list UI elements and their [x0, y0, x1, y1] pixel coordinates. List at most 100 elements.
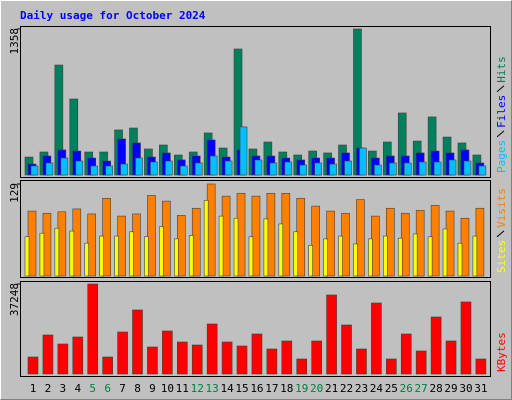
bar: [218, 215, 224, 277]
bar: [39, 232, 45, 277]
bar: [448, 159, 457, 176]
bar: [233, 217, 239, 277]
x-tick-label: 14: [220, 382, 234, 395]
bar: [24, 236, 30, 277]
bar: [311, 205, 320, 277]
bar: [165, 160, 173, 176]
bar: [415, 350, 427, 375]
bar: [475, 358, 487, 375]
bar: [135, 157, 143, 176]
legend-entry: Hits: [495, 56, 508, 83]
bar: [177, 341, 188, 375]
bar: [159, 226, 164, 277]
bar: [248, 236, 254, 277]
y-tick-label: 1358: [8, 28, 21, 55]
bar: [239, 126, 248, 176]
bar: [326, 294, 337, 375]
bar: [460, 301, 472, 375]
bar: [45, 162, 54, 176]
x-tick-label: 10: [161, 382, 174, 395]
bar: [269, 162, 278, 176]
legend-entry: Sites: [495, 240, 508, 273]
y-tick-label: 37248: [8, 283, 21, 316]
bar: [293, 231, 299, 277]
bar: [323, 238, 328, 277]
y-tick-label: 129: [8, 183, 21, 203]
bar: [386, 358, 397, 375]
bar: [445, 340, 457, 375]
x-tick-label: 3: [60, 382, 67, 395]
x-tick-label: 17: [265, 382, 278, 395]
bar: [191, 344, 203, 375]
bar: [60, 157, 69, 176]
bar: [102, 356, 113, 375]
legend-separator: [496, 230, 505, 238]
x-tick-label: 31: [474, 382, 487, 395]
bar: [374, 164, 382, 176]
x-tick-label: 4: [74, 382, 81, 395]
legend-separator: [496, 85, 505, 93]
bar: [403, 162, 412, 176]
x-tick-label: 30: [459, 382, 472, 395]
bar: [263, 218, 269, 277]
bar: [114, 235, 119, 277]
bar: [389, 162, 397, 176]
x-tick-label: 29: [444, 382, 457, 395]
bar: [281, 340, 293, 375]
x-tick-label: 23: [355, 382, 368, 395]
bar: [356, 348, 367, 375]
bar: [203, 200, 209, 277]
bar: [221, 341, 233, 375]
x-tick-label: 9: [149, 382, 156, 395]
bar: [30, 165, 39, 176]
bar: [371, 302, 382, 375]
bar: [132, 309, 143, 375]
legend-entry: KBytes: [495, 332, 508, 372]
bar: [180, 165, 188, 176]
bar: [27, 356, 39, 375]
bar: [224, 160, 233, 176]
bar: [42, 334, 54, 375]
bar: [162, 330, 173, 375]
bar: [278, 223, 284, 277]
bar: [87, 283, 99, 375]
bar: [427, 236, 433, 277]
x-tick-label: 12: [191, 382, 204, 395]
x-tick-label: 1: [30, 382, 37, 395]
x-tick-label: 6: [104, 382, 111, 395]
bar: [442, 228, 448, 277]
x-tick-label: 22: [340, 382, 353, 395]
bar: [90, 165, 99, 176]
bar: [463, 160, 472, 176]
bar: [206, 323, 218, 375]
x-tick-label: 27: [415, 382, 428, 395]
bar: [75, 160, 84, 176]
legend-separator: [496, 130, 505, 138]
bar: [188, 235, 194, 277]
bar: [266, 348, 278, 375]
bar: [296, 358, 308, 375]
bar: [314, 162, 322, 176]
bar: [254, 159, 263, 176]
bar: [308, 245, 313, 277]
bar: [251, 195, 261, 277]
x-tick-label: 26: [400, 382, 413, 395]
bar: [457, 242, 463, 277]
bar: [368, 238, 373, 277]
bar: [356, 199, 365, 277]
bar: [84, 242, 90, 277]
bar: [397, 237, 403, 277]
legend-entry: Pages: [495, 140, 508, 173]
bar: [150, 161, 158, 176]
bar: [147, 195, 156, 277]
legend-entry: Files: [495, 95, 508, 128]
bar: [433, 161, 442, 176]
bar: [99, 235, 104, 277]
bar: [147, 346, 158, 375]
bar: [311, 340, 322, 375]
x-tick-label: 25: [385, 382, 398, 395]
bar: [72, 336, 84, 375]
